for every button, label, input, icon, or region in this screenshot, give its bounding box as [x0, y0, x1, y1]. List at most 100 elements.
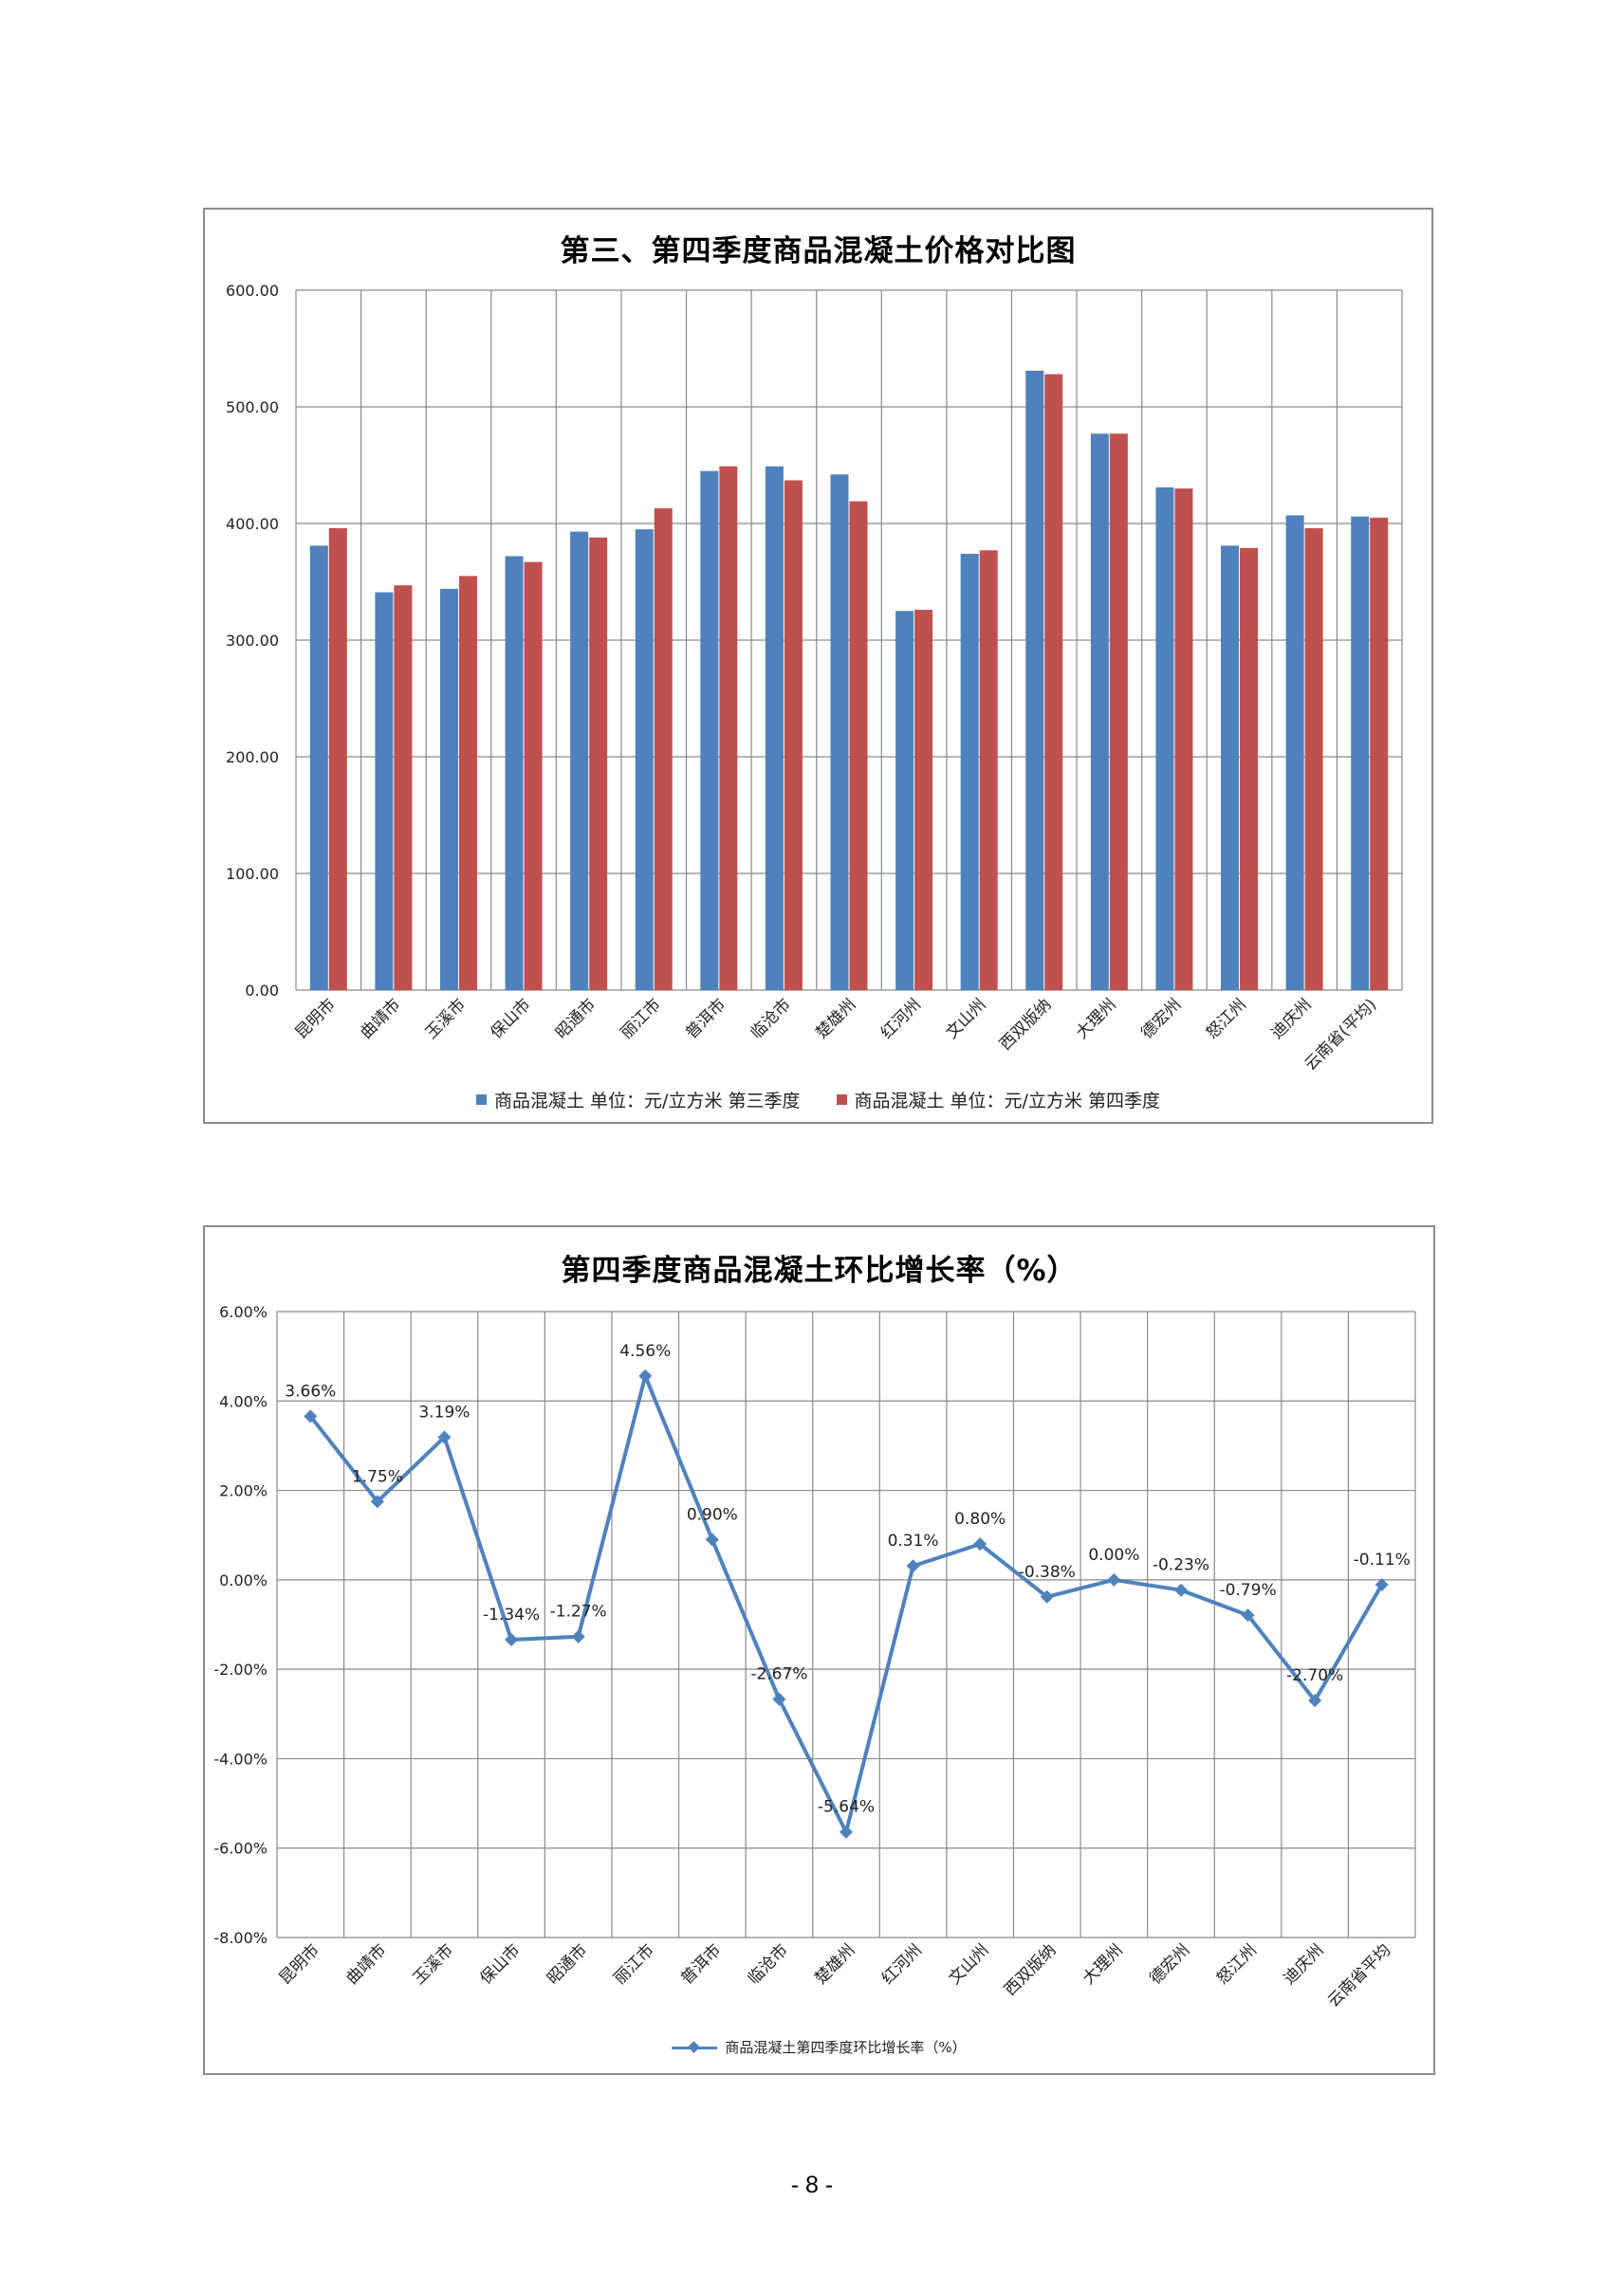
legend-swatch-q4 [836, 1094, 847, 1105]
y-tick-label: 0.00% [219, 1571, 268, 1589]
bar-q3-12 [1090, 433, 1109, 990]
data-point-9 [906, 1559, 920, 1573]
data-label-16: -0.11% [1354, 1551, 1411, 1570]
legend-line-marker [672, 2042, 718, 2053]
data-label-13: -0.23% [1153, 1556, 1209, 1575]
legend-label-q4: 商品混凝土 单位：元/立方米 第四季度 [854, 1091, 1160, 1111]
legend-item-growth: 商品混凝土第四季度环比增长率（%） [672, 2037, 967, 2057]
bar-q3-6 [700, 470, 719, 990]
bar-q4-5 [654, 508, 673, 990]
x-tick-label: 曲靖市 [342, 1940, 390, 1988]
x-tick-label: 迪庆州 [1280, 1940, 1327, 1988]
y-tick-label: 6.00% [219, 1303, 268, 1321]
x-tick-label: 昆明市 [276, 1940, 323, 1988]
x-tick-label: 曲靖市 [357, 995, 404, 1042]
x-tick-label: 普洱市 [682, 995, 729, 1042]
bar-q4-9 [914, 610, 933, 990]
bar-q4-0 [328, 527, 347, 990]
x-tick-label: 怒江州 [1203, 995, 1250, 1042]
series-line [308, 1373, 1384, 1834]
y-tick-label: 0.00 [245, 982, 279, 1000]
data-point-8 [840, 1825, 853, 1839]
data-label-0: 3.66% [285, 1382, 336, 1401]
data-label-14: -0.79% [1219, 1581, 1276, 1600]
bar-q3-9 [895, 611, 914, 990]
line-chart-legend: 商品混凝土第四季度环比增长率（%） [205, 2037, 1433, 2057]
bar-q3-10 [960, 553, 979, 990]
x-tick-label: 昆明市 [292, 995, 340, 1042]
y-tick-label: 600.00 [226, 282, 279, 300]
data-label-6: 0.90% [687, 1505, 738, 1524]
bar-q3-14 [1221, 545, 1240, 990]
bar-q4-2 [458, 576, 477, 990]
data-label-12: 0.00% [1088, 1546, 1139, 1565]
x-tick-label: 红河州 [877, 995, 925, 1042]
y-tick-label: -2.00% [213, 1661, 268, 1679]
bar-q4-3 [524, 561, 543, 990]
x-tick-label: 大理州 [1080, 1940, 1127, 1988]
bar-q3-0 [309, 545, 328, 990]
bar-q4-16 [1370, 517, 1389, 990]
data-label-10: 0.80% [954, 1510, 1006, 1529]
bar-q3-7 [765, 466, 784, 991]
data-point-7 [772, 1692, 786, 1706]
legend-swatch-q3 [476, 1094, 488, 1105]
line-chart-plot: -8.00% -6.00% -4.00% -2.00% 0.00% 2.00% 4.00% 6… [213, 1303, 1416, 2011]
bar-q4-7 [784, 480, 803, 990]
x-tick-label: 昭通市 [552, 995, 600, 1042]
bar-q4-13 [1174, 488, 1193, 990]
bar-q3-3 [505, 556, 524, 990]
line-chart-title: 第四季度商品混凝土环比增长率（%） [561, 1254, 1078, 1288]
x-tick-label: 丽江市 [611, 1940, 658, 1988]
bar-q4-14 [1240, 547, 1259, 990]
data-point-12 [1107, 1572, 1121, 1587]
y-tick-label: 500.00 [226, 398, 279, 416]
x-tick-label: 大理州 [1073, 995, 1120, 1042]
legend-label-growth: 商品混凝土第四季度环比增长率（%） [725, 2039, 967, 2056]
bar-q4-6 [719, 466, 738, 991]
bar-q4-1 [394, 585, 413, 990]
bar-q3-11 [1025, 370, 1044, 990]
x-tick-label: 保山市 [476, 1940, 524, 1988]
data-point-3 [505, 1633, 519, 1647]
data-point-16 [1375, 1578, 1389, 1592]
data-point-10 [973, 1537, 987, 1552]
y-tick-label: -4.00% [213, 1750, 268, 1768]
bar-q3-4 [570, 531, 589, 990]
data-label-11: -0.38% [1019, 1563, 1076, 1582]
bar-q4-15 [1304, 527, 1323, 990]
x-tick-label: 西双版纳 [996, 995, 1055, 1054]
data-label-7: -2.67% [750, 1665, 807, 1684]
x-tick-label: 玉溪市 [422, 995, 470, 1042]
page-number: - 8 - [790, 2172, 834, 2198]
bar-q3-2 [439, 588, 458, 990]
data-label-4: -1.27% [550, 1603, 607, 1622]
x-tick-label: 昭通市 [544, 1940, 591, 1988]
x-tick-label: 德宏州 [1137, 995, 1185, 1042]
bar-chart-plot: 0.00 100.00 200.00 300.00 400.00 500.00 600.00… [226, 282, 1403, 1075]
data-label-2: 3.19% [418, 1403, 470, 1422]
legend-item-q4: 商品混凝土 单位：元/立方米 第四季度 [836, 1087, 1160, 1112]
x-tick-label: 楚雄州 [811, 1940, 858, 1988]
x-tick-label: 临沧市 [747, 995, 795, 1042]
data-point-13 [1173, 1583, 1188, 1597]
x-tick-label: 丽江市 [618, 995, 665, 1042]
x-tick-label: 云南省平均 [1324, 1940, 1394, 2011]
bar-q4-11 [1044, 374, 1063, 990]
bar-q3-13 [1155, 487, 1174, 990]
bar-q4-8 [849, 501, 868, 990]
bar-q4-10 [979, 550, 998, 990]
y-tick-label: 200.00 [226, 748, 279, 766]
data-point-5 [638, 1368, 653, 1383]
x-tick-label: 文山州 [943, 995, 990, 1042]
bar-q4-12 [1109, 433, 1128, 990]
x-tick-label: 楚雄州 [812, 995, 859, 1042]
data-point-14 [1241, 1608, 1255, 1623]
x-tick-label: 文山州 [946, 1940, 993, 1988]
data-label-1: 1.75% [352, 1467, 403, 1486]
bar-chart-title: 第三、第四季度商品混凝土价格对比图 [560, 234, 1077, 268]
bar-q3-15 [1285, 515, 1304, 990]
x-tick-label: 玉溪市 [410, 1940, 457, 1988]
data-point-1 [370, 1495, 384, 1509]
x-tick-label: 普洱市 [677, 1940, 725, 1988]
